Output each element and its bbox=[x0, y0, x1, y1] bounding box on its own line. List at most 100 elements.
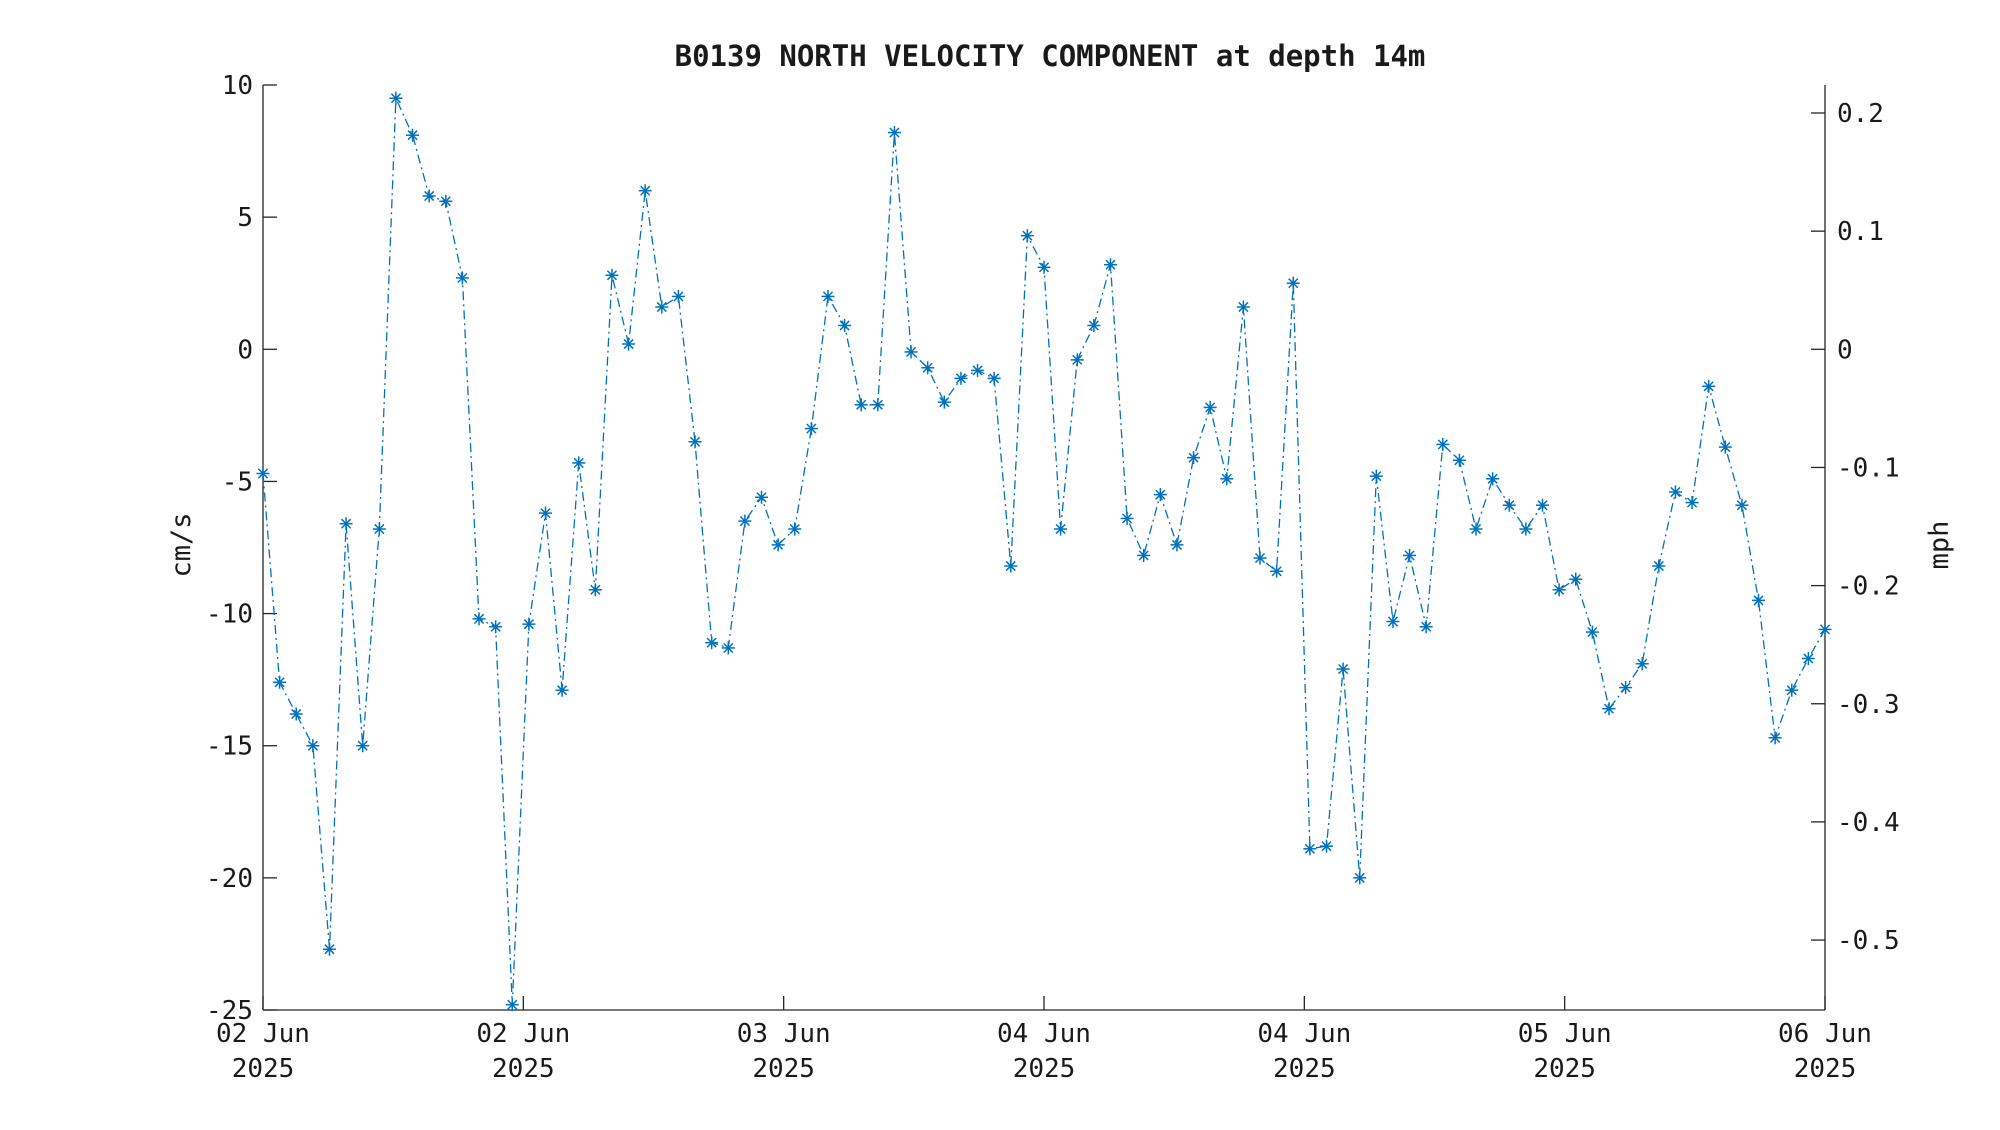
data-point bbox=[987, 371, 1001, 385]
data-point bbox=[555, 683, 569, 697]
tick-labels: 10 5 0 -5 -10 -15 -20 -25 0.2 0.1 0 -0.1 -0.2 -0.3 -0.… bbox=[206, 71, 1900, 1084]
x-tick-label: 02 Jun bbox=[216, 1019, 310, 1049]
x-tick-label: 06 Jun bbox=[1778, 1019, 1872, 1049]
data-point bbox=[1818, 622, 1832, 636]
data-point bbox=[755, 490, 769, 504]
data-point bbox=[306, 739, 320, 753]
data-point bbox=[472, 612, 486, 626]
data-point bbox=[721, 641, 735, 655]
y-axis-label-right: mph bbox=[1924, 521, 1955, 570]
data-point bbox=[937, 395, 951, 409]
data-point bbox=[1303, 842, 1317, 856]
data-point bbox=[1652, 559, 1666, 573]
data-point bbox=[1668, 485, 1682, 499]
data-point bbox=[954, 371, 968, 385]
data-point bbox=[1403, 548, 1417, 562]
data-point bbox=[821, 289, 835, 303]
x-tick-label: 02 Jun bbox=[476, 1019, 570, 1049]
chart-title: B0139 NORTH VELOCITY COMPONENT at depth … bbox=[675, 39, 1426, 73]
data-point bbox=[1552, 583, 1566, 597]
axes bbox=[262, 84, 1826, 1011]
data-point bbox=[1486, 472, 1500, 486]
data-point bbox=[1452, 453, 1466, 467]
data-point bbox=[871, 398, 885, 412]
data-point bbox=[489, 620, 503, 634]
x-tick-label: 04 Jun bbox=[997, 1019, 1091, 1049]
x-tick-label: 2025 bbox=[752, 1054, 815, 1084]
data-point bbox=[804, 422, 818, 436]
x-tick-label: 2025 bbox=[492, 1054, 555, 1084]
data-point bbox=[1037, 260, 1051, 274]
data-point bbox=[1187, 451, 1201, 465]
data-point bbox=[522, 617, 536, 631]
data-point bbox=[1386, 615, 1400, 628]
data-point bbox=[1436, 437, 1450, 451]
data-point bbox=[339, 517, 353, 531]
data-point bbox=[887, 126, 901, 140]
data-point bbox=[322, 942, 336, 956]
y-right-tick-label: 0 bbox=[1837, 335, 1853, 365]
data-point bbox=[1685, 496, 1699, 510]
data-point bbox=[788, 522, 802, 536]
data-point bbox=[1419, 620, 1433, 634]
data-point bbox=[1120, 511, 1134, 525]
y-right-tick-label: -0.2 bbox=[1837, 572, 1900, 602]
data-point bbox=[1070, 353, 1084, 367]
data-point bbox=[1054, 522, 1068, 536]
data-point bbox=[1220, 472, 1234, 486]
y-left-tick-label: 5 bbox=[237, 203, 253, 233]
data-point bbox=[638, 184, 652, 198]
x-tick-label: 2025 bbox=[232, 1054, 295, 1084]
y-right-tick-label: -0.5 bbox=[1837, 926, 1900, 956]
data-point bbox=[1801, 652, 1815, 665]
series-group bbox=[256, 91, 1832, 1012]
data-point bbox=[1718, 440, 1732, 454]
data-point bbox=[1569, 572, 1583, 586]
data-point bbox=[538, 506, 552, 520]
data-point bbox=[1785, 683, 1799, 697]
data-point bbox=[1203, 400, 1217, 414]
data-point bbox=[1253, 551, 1267, 565]
data-point bbox=[1536, 498, 1550, 512]
data-point bbox=[372, 522, 386, 536]
data-point bbox=[1353, 871, 1367, 885]
data-point bbox=[1619, 681, 1633, 695]
data-point bbox=[256, 467, 270, 480]
data-point bbox=[406, 128, 420, 142]
series-line bbox=[262, 97, 1826, 1005]
data-point bbox=[605, 268, 619, 282]
data-point bbox=[838, 319, 852, 332]
data-point bbox=[921, 361, 935, 375]
data-point bbox=[1087, 319, 1101, 332]
data-point bbox=[1635, 657, 1649, 671]
data-point bbox=[622, 337, 636, 351]
data-point bbox=[422, 189, 436, 203]
y-left-tick-label: -15 bbox=[206, 732, 253, 762]
data-point bbox=[1752, 593, 1766, 607]
x-tick-label: 2025 bbox=[1013, 1054, 1076, 1084]
y-right-tick-label: 0.2 bbox=[1837, 99, 1884, 129]
data-point bbox=[273, 675, 287, 689]
data-point bbox=[588, 583, 602, 597]
data-point bbox=[1336, 662, 1350, 676]
data-point bbox=[505, 998, 519, 1012]
y-left-tick-label: 0 bbox=[237, 335, 253, 365]
data-point bbox=[854, 398, 868, 412]
data-point bbox=[1170, 538, 1184, 552]
data-point bbox=[1286, 276, 1300, 290]
data-point bbox=[1004, 559, 1018, 573]
x-tick-label: 05 Jun bbox=[1518, 1019, 1612, 1049]
data-point bbox=[1236, 300, 1250, 314]
data-point bbox=[971, 363, 985, 377]
data-point bbox=[1319, 839, 1333, 853]
data-point bbox=[705, 636, 719, 650]
data-point bbox=[389, 91, 403, 105]
data-point bbox=[356, 739, 370, 753]
data-point bbox=[1502, 498, 1516, 512]
y-left-tick-label: -20 bbox=[206, 864, 253, 894]
y-right-tick-label: -0.4 bbox=[1837, 808, 1900, 838]
data-point bbox=[671, 289, 685, 303]
data-point bbox=[738, 514, 752, 528]
